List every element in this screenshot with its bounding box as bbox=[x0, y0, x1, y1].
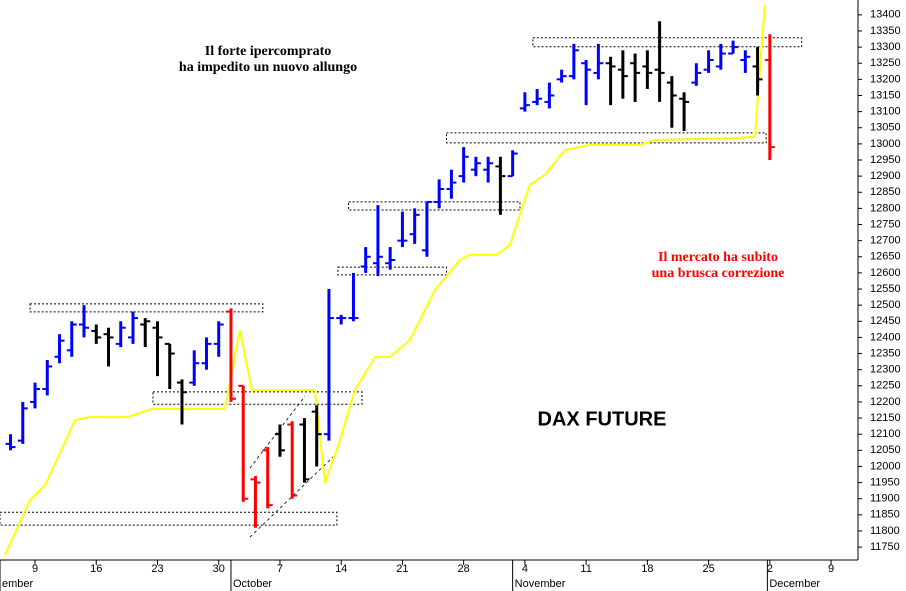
y-tick-label: 11750 bbox=[870, 541, 900, 553]
y-tick-label: 12000 bbox=[870, 460, 901, 472]
y-tick-label: 12600 bbox=[870, 267, 901, 279]
level-box bbox=[0, 511, 338, 526]
y-tick-label: 12100 bbox=[870, 428, 901, 440]
annotation: Il mercato ha subito bbox=[658, 250, 778, 265]
y-tick-label: 13150 bbox=[870, 89, 901, 101]
y-tick-label: 12800 bbox=[870, 202, 901, 214]
x-tick-label: 30 bbox=[213, 563, 225, 575]
y-tick-label: 12200 bbox=[870, 396, 901, 408]
y-tick-label: 12900 bbox=[870, 170, 901, 182]
y-tick-label: 12250 bbox=[870, 380, 901, 392]
channel-line bbox=[249, 454, 336, 538]
level-box bbox=[337, 266, 448, 276]
y-tick-label: 13100 bbox=[870, 106, 901, 118]
y-tick-label: 12700 bbox=[870, 235, 901, 247]
y-tick-label: 12150 bbox=[870, 412, 901, 424]
y-tick-label: 13250 bbox=[870, 57, 901, 69]
indicator-line bbox=[4, 4, 766, 556]
y-tick-label: 13050 bbox=[870, 122, 901, 134]
y-tick-label: 11900 bbox=[870, 493, 900, 505]
y-tick-label: 12300 bbox=[870, 364, 901, 376]
y-tick-label: 13200 bbox=[870, 73, 901, 85]
x-tick-label: 18 bbox=[641, 563, 653, 575]
y-tick-label: 11850 bbox=[870, 509, 900, 521]
y-tick-label: 12650 bbox=[870, 251, 901, 263]
month-label: ember bbox=[2, 578, 34, 590]
y-tick-label: 12050 bbox=[870, 444, 901, 456]
channel-line bbox=[249, 395, 306, 469]
chart-title: DAX FUTURE bbox=[538, 408, 667, 430]
x-tick-label: 4 bbox=[522, 563, 528, 575]
month-label: November bbox=[515, 578, 566, 590]
y-tick-label: 12950 bbox=[870, 154, 901, 166]
x-tick-label: 7 bbox=[277, 563, 283, 575]
x-tick-label: 14 bbox=[335, 563, 347, 575]
month-label: December bbox=[769, 578, 820, 590]
x-tick-label: 16 bbox=[90, 563, 102, 575]
annotation: una brusca correzione bbox=[652, 266, 785, 281]
x-tick-label: 11 bbox=[580, 563, 591, 575]
y-tick-label: 13400 bbox=[870, 9, 901, 21]
x-tick-label: 28 bbox=[458, 563, 470, 575]
y-tick-label: 12750 bbox=[870, 218, 901, 230]
y-tick-label: 12500 bbox=[870, 299, 901, 311]
level-box bbox=[532, 37, 803, 48]
x-tick-label: 9 bbox=[828, 563, 834, 575]
y-tick-label: 12550 bbox=[870, 283, 901, 295]
y-tick-label: 12400 bbox=[870, 331, 901, 343]
y-tick-label: 11950 bbox=[870, 476, 900, 488]
level-box bbox=[29, 303, 264, 313]
y-tick-label: 13300 bbox=[870, 41, 901, 53]
y-tick-label: 13350 bbox=[870, 25, 901, 37]
x-tick-label: 25 bbox=[702, 563, 714, 575]
annotation: ha impedito un nuovo allungo bbox=[179, 60, 357, 75]
y-tick-label: 13000 bbox=[870, 138, 901, 150]
x-tick-label: 21 bbox=[396, 563, 408, 575]
level-box bbox=[152, 391, 363, 405]
level-box bbox=[348, 201, 521, 211]
annotation: Il forte ipercomprato bbox=[205, 44, 331, 59]
x-tick-label: 23 bbox=[151, 563, 163, 575]
month-label: October bbox=[233, 578, 272, 590]
x-tick-label: 2 bbox=[767, 563, 773, 575]
y-tick-label: 12350 bbox=[870, 347, 901, 359]
y-tick-label: 12850 bbox=[870, 186, 901, 198]
x-tick-label: 9 bbox=[32, 563, 38, 575]
level-box bbox=[446, 132, 767, 144]
y-tick-label: 12450 bbox=[870, 315, 901, 327]
y-tick-label: 11800 bbox=[870, 525, 900, 537]
